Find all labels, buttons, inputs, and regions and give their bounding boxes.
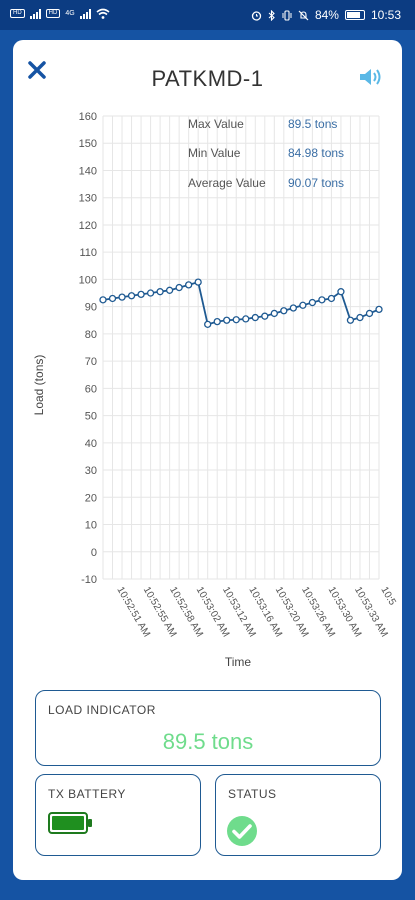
data-point xyxy=(261,312,269,320)
status-bar: HD HD 4G 84% 10:53 xyxy=(0,0,415,30)
y-tick-label: 30 xyxy=(85,465,97,477)
load-chart: -10 0 10 20 30 40 50 60 70 80 90 100 110 120 130 140 150… xyxy=(13,100,402,680)
data-point xyxy=(375,305,383,314)
y-tick-label: 150 xyxy=(79,138,97,150)
data-point xyxy=(356,313,364,322)
load-indicator-panel: LOAD INDICATOR 89.5 tons xyxy=(35,690,381,766)
data-point xyxy=(289,304,297,312)
y-tick-label: 0 xyxy=(91,547,97,559)
data-point xyxy=(365,309,374,318)
data-point xyxy=(156,288,164,296)
chart-grid xyxy=(102,115,380,580)
data-point xyxy=(194,278,202,286)
data-point xyxy=(280,307,288,315)
status-panel: STATUS xyxy=(215,774,381,856)
load-indicator-value: 89.5 tons xyxy=(162,729,254,754)
data-point xyxy=(127,292,136,300)
y-tick-label: 130 xyxy=(79,193,97,205)
y-tick-label: 100 xyxy=(79,274,97,286)
data-point xyxy=(185,281,193,289)
clock: 10:53 xyxy=(370,8,401,22)
bluetooth-icon xyxy=(268,9,275,21)
data-point xyxy=(251,313,259,322)
data-point xyxy=(99,296,107,304)
x-axis-label: Time xyxy=(225,655,252,669)
data-point xyxy=(108,294,117,303)
y-tick-label: 40 xyxy=(85,438,97,450)
y-tick-label: 60 xyxy=(85,383,97,395)
data-point xyxy=(118,293,126,301)
y-tick-label: 80 xyxy=(85,329,97,341)
alarm-icon xyxy=(251,10,262,21)
load-series-points xyxy=(99,278,383,329)
stats-overlay: Max Value 89.5 tons Min Value 84.98 tons… xyxy=(188,117,344,190)
data-point xyxy=(337,288,345,296)
status-label: STATUS xyxy=(228,787,277,801)
vibrate-icon xyxy=(282,9,292,21)
max-value: 89.5 tons xyxy=(288,117,337,131)
data-point xyxy=(308,298,317,307)
data-point xyxy=(242,315,250,323)
signal-2-icon xyxy=(79,8,91,19)
speaker-icon[interactable] xyxy=(358,66,384,88)
network-type: 4G xyxy=(65,10,75,17)
status-bar-right: 84% 10:53 xyxy=(251,8,401,22)
data-point xyxy=(223,316,231,324)
check-circle-icon xyxy=(227,816,257,846)
average-value-label: Average Value xyxy=(188,176,266,190)
sim1-badge: HD xyxy=(10,9,25,18)
y-tick-label: 110 xyxy=(79,247,97,259)
data-point xyxy=(299,301,307,309)
data-point xyxy=(327,294,336,303)
sim2-badge: HD xyxy=(45,9,61,18)
y-axis-ticks: -10 0 10 20 30 40 50 60 70 80 90 100 110 120 130 140 150… xyxy=(79,111,97,586)
min-value-label: Min Value xyxy=(188,146,241,160)
tx-battery-label: TX BATTERY xyxy=(48,787,126,801)
data-point xyxy=(175,283,183,292)
min-value: 84.98 tons xyxy=(288,146,344,160)
mute-icon xyxy=(298,10,309,20)
y-tick-label: 70 xyxy=(85,356,97,368)
load-indicator-label: LOAD INDICATOR xyxy=(48,703,156,717)
y-tick-label: -10 xyxy=(81,574,97,586)
y-tick-label: 160 xyxy=(79,111,97,123)
y-axis-label: Load (tons) xyxy=(32,355,46,416)
data-point xyxy=(232,316,240,324)
y-tick-label: 140 xyxy=(79,165,97,177)
tx-battery-panel: TX BATTERY xyxy=(35,774,201,856)
y-tick-label: 50 xyxy=(85,411,97,423)
max-value-label: Max Value xyxy=(188,117,244,131)
status-bar-left: HD HD 4G xyxy=(10,8,110,19)
battery-icon xyxy=(344,10,365,20)
battery-full-icon xyxy=(48,812,92,834)
y-tick-label: 10 xyxy=(85,520,97,532)
average-value: 90.07 tons xyxy=(288,176,344,190)
sensor-card: PATKMD-1 -10 0 10 20 30 40 50 60 70 80 90 100 110 120… xyxy=(13,40,402,880)
data-point xyxy=(146,289,155,297)
data-point xyxy=(213,317,221,326)
y-tick-label: 120 xyxy=(79,220,97,232)
page-title: PATKMD-1 xyxy=(151,66,264,91)
data-point xyxy=(204,320,212,329)
load-chart-svg: -10 0 10 20 30 40 50 60 70 80 90 100 110 120 130 140 150… xyxy=(32,111,398,669)
y-tick-label: 20 xyxy=(85,492,97,504)
battery-percent: 84% xyxy=(314,8,339,22)
data-point xyxy=(270,309,278,318)
data-point xyxy=(346,316,355,324)
x-tick-label: 10:5 xyxy=(378,585,397,608)
close-icon[interactable] xyxy=(27,60,47,80)
data-point xyxy=(137,290,145,299)
data-point xyxy=(165,286,174,294)
data-point xyxy=(318,296,326,304)
wifi-icon xyxy=(96,8,110,19)
signal-1-icon xyxy=(29,8,41,19)
load-series-line xyxy=(102,281,380,326)
y-tick-label: 90 xyxy=(85,302,97,314)
